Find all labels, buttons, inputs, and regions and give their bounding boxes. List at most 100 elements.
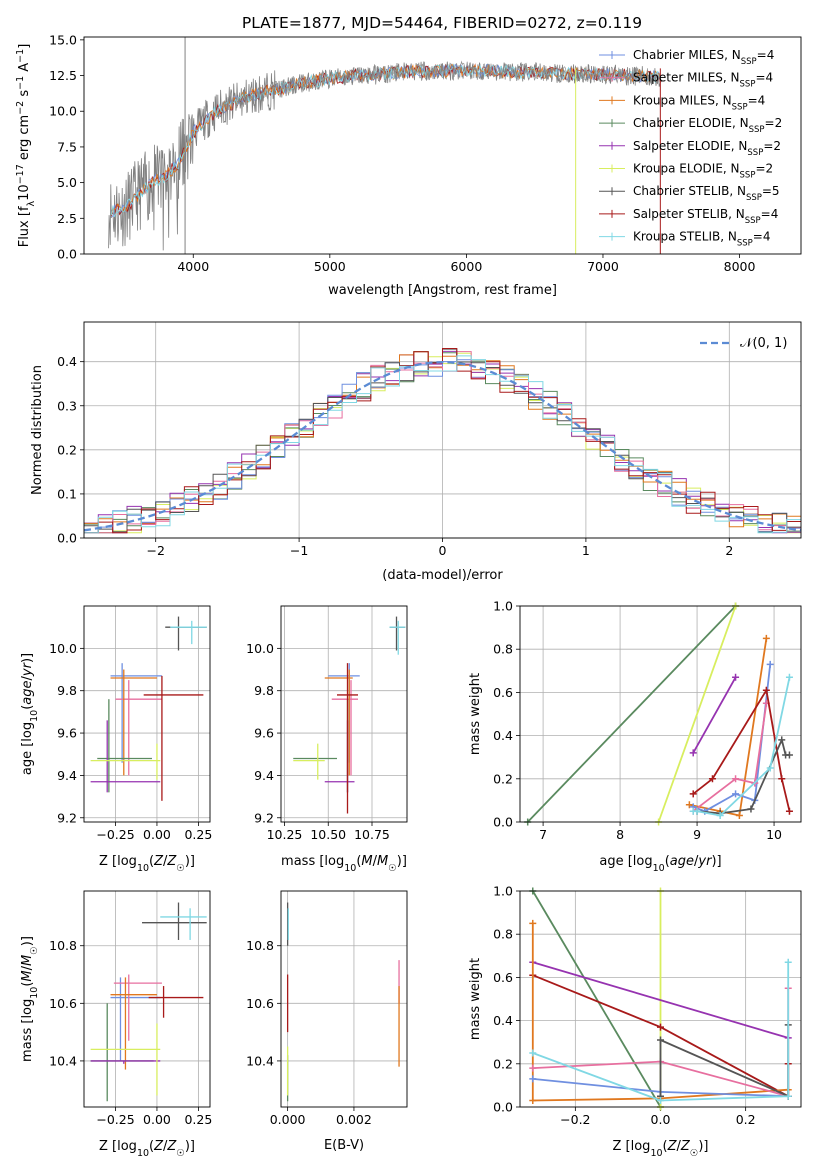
weight-line — [532, 961, 789, 1039]
plus-marker — [529, 1064, 537, 1072]
y-tick-label: 12.5 — [49, 68, 77, 83]
x-tick-label: 7 — [539, 827, 547, 842]
x-axis-label: E(B-V) — [324, 1138, 364, 1153]
x-axis-label: Z [log10(Z/Z☉)] — [613, 1139, 709, 1159]
model-spectrum-line — [111, 63, 661, 218]
plus-marker — [747, 805, 755, 813]
y-tick-label: 0.0 — [57, 531, 77, 546]
y-tick-label: 10.8 — [49, 938, 77, 953]
weight-vs-age-panel: 7 8 9 10 0.0 0.2 0.4 0.6 0.8 1.0 age [log10(age/yr… — [468, 599, 802, 874]
gaussian-curve — [83, 360, 802, 532]
age-vs-metallicity-panel: −0.25 0.00 0.25 9.2 9.4 9.6 9.8 10.0 Z [log10(Z/… — [20, 605, 212, 874]
x-tick-label: 0.002 — [336, 1112, 372, 1127]
y-axis-label: Flux [fλ10−17 erg cm−2 s−1 A−1] — [15, 44, 37, 248]
legend-label: Kroupa STELIB, NSSP=4 — [633, 230, 771, 249]
plus-marker — [784, 958, 792, 966]
y-tick-label: 0.0 — [493, 815, 513, 830]
spectrum-panel: 4000 5000 6000 7000 8000 0.0 2.5 5.0 7.5 10.0 12.5… — [15, 32, 802, 298]
y-tick-label: 10.4 — [49, 1053, 77, 1068]
y-axis-label: age [log10(age/yr)] — [20, 653, 40, 775]
weight-vs-metallicity-panel: −0.2 0.0 0.2 0.0 0.2 0.4 0.6 0.8 1.0 Z [log10(Z/Z… — [468, 884, 802, 1159]
mass-vs-metallicity-panel: −0.25 0.00 0.25 10.4 10.6 10.8 Z [log10(Z/Z☉)]… — [20, 890, 212, 1159]
x-tick-label: 2 — [725, 543, 733, 558]
plus-marker — [657, 1097, 664, 1105]
residual-histogram-panel: −2 −1 0 1 2 0.0 0.1 0.2 0.3 0.4 𝒩(0, 1) (data-model… — [30, 321, 802, 583]
y-tick-label: 10.0 — [49, 104, 77, 119]
y-tick-label: 9.2 — [57, 810, 77, 825]
y-tick-label: 0.8 — [493, 642, 513, 657]
y-tick-label: 2.5 — [57, 211, 77, 226]
plus-marker — [762, 634, 770, 642]
y-tick-label: 10.6 — [246, 996, 274, 1011]
weight-line — [693, 677, 791, 817]
x-tick-label: 10.75 — [354, 827, 390, 842]
x-tick-label: 1 — [582, 543, 590, 558]
legend-label: Chabrier MILES, NSSP=4 — [633, 48, 774, 67]
y-tick-label: 9.4 — [57, 768, 77, 783]
weight-line — [527, 605, 737, 823]
plus-marker — [657, 1036, 664, 1044]
x-axis-label: age [log10(age/yr)] — [599, 854, 721, 874]
mass-vs-reddening-panel: 0.000 0.002 10.4 10.6 10.8 E(B-V) — [246, 890, 408, 1153]
plus-marker — [708, 775, 716, 783]
x-tick-label: 10.25 — [267, 827, 303, 842]
y-axis-label: Normed distribution — [30, 365, 45, 495]
weight-line — [692, 676, 737, 754]
plus-marker — [762, 686, 770, 694]
x-tick-label: 0.2 — [736, 1112, 756, 1127]
legend-label: Kroupa ELODIE, NSSP=2 — [633, 162, 773, 181]
plus-marker — [785, 751, 793, 759]
y-tick-label: 10.8 — [246, 938, 274, 953]
plus-marker — [716, 812, 724, 820]
x-tick-label: 0.00 — [143, 827, 171, 842]
y-tick-label: 10.6 — [49, 996, 77, 1011]
plot-frame — [83, 605, 211, 823]
plus-marker — [529, 1075, 537, 1083]
y-axis-label: mass weight — [468, 673, 483, 755]
x-tick-label: −0.2 — [560, 1112, 590, 1127]
plus-marker — [693, 807, 701, 815]
x-tick-label: 8000 — [724, 259, 756, 274]
y-tick-label: 1.0 — [493, 599, 513, 614]
plus-marker — [685, 801, 693, 809]
weight-line — [692, 703, 768, 812]
figure-title: PLATE=1877, MJD=54464, FIBERID=0272, z=0… — [242, 14, 642, 32]
y-tick-label: 0.0 — [57, 247, 77, 262]
y-tick-label: 10.0 — [49, 641, 77, 656]
x-tick-label: 0.25 — [184, 827, 212, 842]
plus-marker — [778, 736, 786, 744]
legend-label: Salpeter ELODIE, NSSP=2 — [633, 139, 781, 158]
plus-marker — [689, 749, 697, 757]
y-tick-label: 0.4 — [57, 354, 77, 369]
plot-frame — [280, 605, 408, 823]
x-tick-label: 9 — [693, 827, 701, 842]
y-tick-label: 9.6 — [254, 726, 274, 741]
y-tick-label: 0.2 — [493, 1056, 513, 1071]
x-tick-label: 10.50 — [310, 827, 346, 842]
plot-frame — [280, 890, 408, 1108]
y-tick-label: 9.4 — [254, 768, 274, 783]
plus-marker — [529, 919, 537, 927]
y-tick-label: 0.4 — [493, 1013, 513, 1028]
weight-line — [657, 605, 737, 823]
x-tick-label: 0.000 — [270, 1112, 306, 1127]
plus-marker — [735, 812, 743, 820]
plus-marker — [689, 790, 697, 798]
x-axis-label: Z [log10(Z/Z☉)] — [99, 854, 195, 874]
x-tick-label: −1 — [290, 543, 308, 558]
plus-marker — [785, 807, 793, 815]
x-axis-label: wavelength [Angstrom, rest frame] — [328, 283, 557, 298]
y-tick-label: 0.0 — [493, 1100, 513, 1115]
y-tick-label: 9.8 — [254, 683, 274, 698]
y-tick-label: 1.0 — [493, 884, 513, 899]
y-tick-label: 0.6 — [493, 970, 513, 985]
weight-line — [692, 689, 791, 812]
data-spectrum-line — [108, 61, 662, 251]
y-tick-label: 10.4 — [246, 1053, 274, 1068]
plot-frame — [83, 321, 802, 539]
y-tick-label: 0.4 — [493, 728, 513, 743]
age-vs-mass-panel: 10.25 10.50 10.75 9.2 9.4 9.6 9.8 10.0 mass [log… — [246, 605, 408, 874]
x-tick-label: −2 — [146, 543, 164, 558]
plot-frame — [83, 890, 211, 1108]
